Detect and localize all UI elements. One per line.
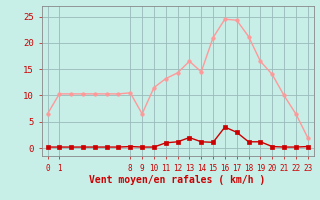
X-axis label: Vent moyen/en rafales ( km/h ): Vent moyen/en rafales ( km/h )	[90, 175, 266, 185]
